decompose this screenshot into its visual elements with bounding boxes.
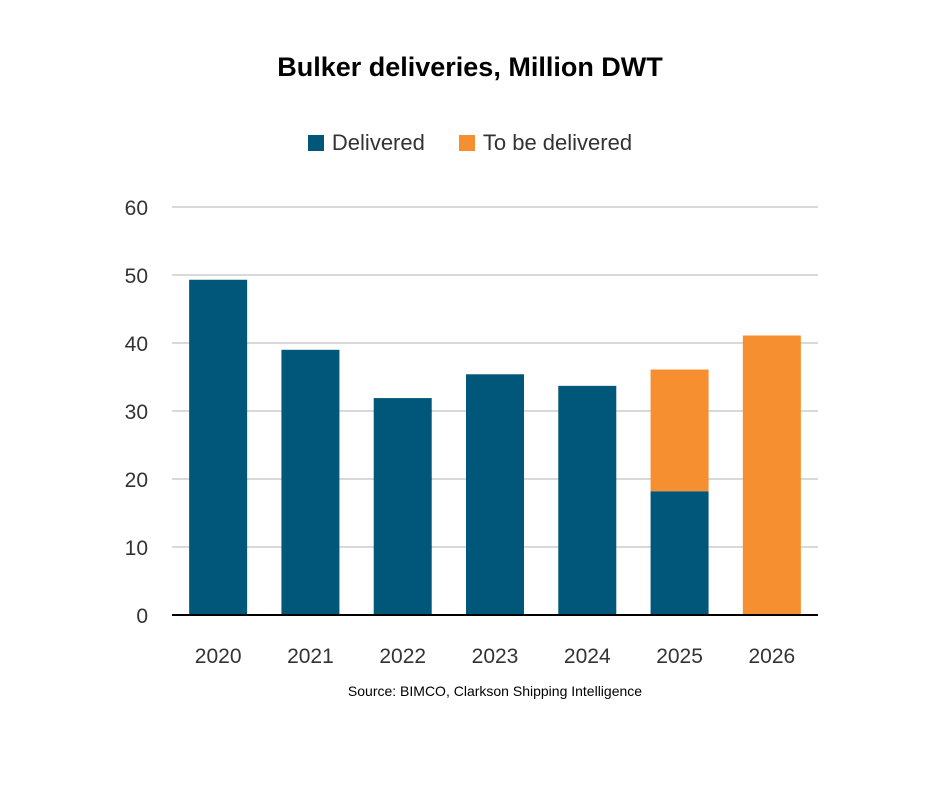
legend: Delivered To be delivered — [0, 130, 940, 156]
bar-to-be-delivered-2025 — [650, 369, 709, 492]
y-tick-label: 0 — [136, 605, 148, 628]
legend-item-delivered: Delivered — [307, 130, 425, 156]
x-tick-label: 2023 — [472, 645, 519, 668]
x-tick-label: 2021 — [287, 645, 334, 668]
bar-delivered-2022 — [373, 398, 432, 615]
legend-label: Delivered — [331, 130, 425, 155]
legend-swatch-to-be-delivered — [458, 135, 475, 151]
bar-delivered-2021 — [281, 349, 340, 615]
bar-delivered-2024 — [558, 385, 617, 615]
bar-delivered-2025 — [650, 491, 709, 615]
bar-to-be-delivered-2026 — [742, 335, 801, 615]
x-tick-label: 2025 — [656, 645, 703, 668]
y-tick-label: 20 — [125, 469, 148, 492]
chart-title: Bulker deliveries, Million DWT — [277, 52, 663, 82]
y-tick-label: 10 — [125, 537, 148, 560]
y-tick-label: 60 — [125, 197, 148, 220]
x-tick-label: 2022 — [379, 645, 426, 668]
x-tick-label: 2026 — [748, 645, 795, 668]
legend-label: To be delivered — [482, 130, 633, 155]
bar-delivered-2020 — [189, 279, 248, 615]
y-tick-label: 30 — [125, 401, 148, 424]
x-tick-label: 2024 — [564, 645, 611, 668]
source-note: Source: BIMCO, Clarkson Shipping Intelli… — [347, 683, 643, 699]
y-tick-label: 50 — [125, 265, 148, 288]
y-tick-label: 40 — [125, 333, 148, 356]
x-tick-label: 2020 — [195, 645, 242, 668]
bar-delivered-2023 — [466, 374, 524, 615]
legend-item-to-be-delivered: To be delivered — [458, 130, 633, 156]
legend-swatch-delivered — [307, 135, 324, 151]
